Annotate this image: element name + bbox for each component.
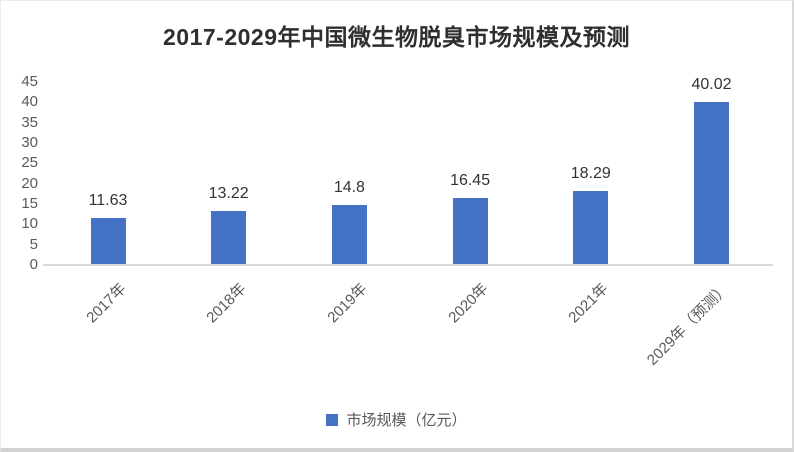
legend-series-label: 市场规模（亿元） — [346, 412, 467, 429]
y-axis-tick-label: 10 — [21, 215, 38, 233]
bar-value-label: 14.8 — [333, 178, 365, 196]
bar-value-label: 16.45 — [450, 172, 491, 190]
y-axis-tick-label: 15 — [21, 194, 38, 212]
y-axis-tick-label: 40 — [21, 93, 38, 111]
bar-value-label: 13.22 — [208, 185, 249, 203]
legend-color-swatch — [326, 413, 339, 426]
bar-value-label: 18.29 — [570, 164, 611, 182]
x-axis-category-label: 2021年 — [565, 280, 612, 327]
chart-title: 2017-2029年中国微生物脱臭市场规模及预测 — [163, 24, 630, 50]
x-axis-category-label: 2018年 — [203, 280, 250, 327]
legend: 市场规模（亿元） — [1, 409, 792, 430]
y-axis-tick-label: 35 — [21, 113, 38, 131]
x-axis-line — [43, 264, 773, 266]
y-axis-tick-label: 5 — [29, 235, 38, 253]
bar — [90, 217, 126, 265]
bar — [211, 211, 247, 265]
x-axis-category-label: 2019年 — [324, 280, 371, 327]
bar — [331, 204, 367, 265]
x-axis-category-label: 2029年（预测） — [643, 280, 733, 369]
y-axis-tick-label: 30 — [21, 133, 38, 151]
x-axis-category-label: 2020年 — [445, 280, 492, 327]
bar — [573, 190, 609, 265]
bar-value-label: 11.63 — [88, 191, 128, 209]
bar-value-label: 40.02 — [691, 76, 732, 94]
y-axis-tick-label: 25 — [21, 154, 38, 172]
y-axis-tick-label: 0 — [29, 256, 38, 273]
bar — [452, 198, 488, 265]
y-axis-tick-label: 45 — [21, 72, 38, 90]
x-axis-category-label: 2017年 — [82, 280, 130, 327]
y-axis-tick-label: 20 — [21, 174, 38, 192]
bar — [694, 102, 729, 265]
